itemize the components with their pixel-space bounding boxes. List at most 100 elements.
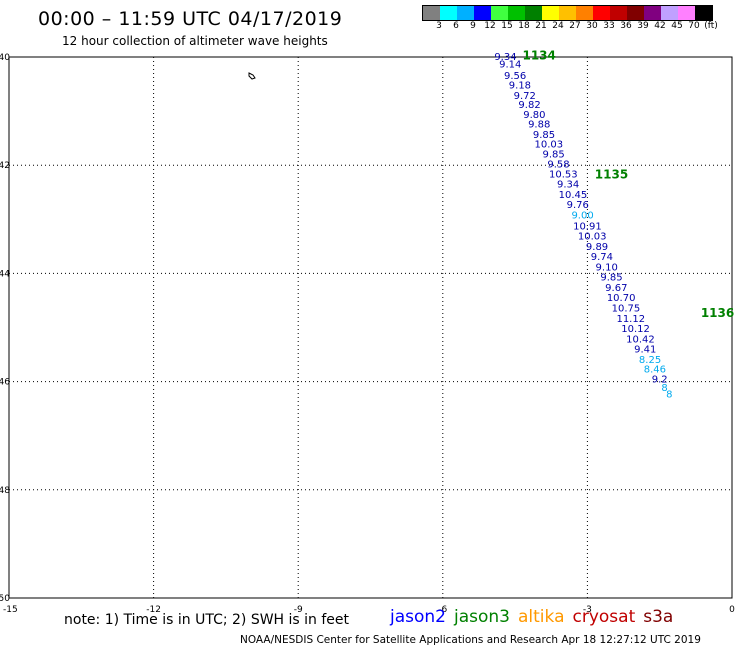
satellite-name: cryosat <box>572 607 636 627</box>
wave-height-value: 10.75 <box>612 303 641 314</box>
wave-height-value: 10.03 <box>578 232 607 243</box>
wave-height-value: 9.82 <box>518 100 540 111</box>
satellite-legend: jason2 jason3 altika cryosat s3a <box>390 607 681 627</box>
legend-label: 21 <box>535 21 547 31</box>
color-legend-labels: 3 6 9 12 15 18 21 24 27 30 33 36 39 42 45 70 (ft) <box>422 21 740 33</box>
wave-height-value: 9.89 <box>586 242 608 253</box>
legend-swatch <box>440 6 457 20</box>
wave-height-value: 8 <box>666 390 672 401</box>
pass-number-label: 1134 <box>522 48 555 62</box>
legend-label: 3 <box>436 21 442 31</box>
wave-height-value: 11.12 <box>616 314 645 325</box>
lat-tick-label: -46 <box>0 378 10 388</box>
lat-tick-label: -40 <box>0 53 10 63</box>
island-outline <box>248 72 256 80</box>
legend-swatch <box>627 6 644 20</box>
credit-line: NOAA/NESDIS Center for Satellite Applica… <box>240 634 701 646</box>
lon-tick-label: -12 <box>146 605 161 615</box>
legend-swatch <box>423 6 440 20</box>
lat-tick-label: -44 <box>0 269 10 279</box>
wave-height-value: 9.34 <box>494 52 516 63</box>
legend-label: 9 <box>470 21 476 31</box>
wave-height-value: 8.46 <box>644 365 666 376</box>
satellite-name: jason3 <box>454 607 510 627</box>
legend-label: 33 <box>603 21 615 31</box>
legend-label: 27 <box>569 21 581 31</box>
units-note: note: 1) Time is in UTC; 2) SWH is in fe… <box>64 612 350 628</box>
wave-height-value: 9.80 <box>523 110 545 121</box>
map-subtitle: 12 hour collection of altimeter wave hei… <box>62 34 328 48</box>
legend-label: 30 <box>586 21 598 31</box>
wave-height-value: 10.12 <box>621 324 650 335</box>
legend-label: 24 <box>552 21 564 31</box>
legend-label: (ft) <box>704 21 718 31</box>
lat-tick-label: -50 <box>0 594 10 604</box>
legend-swatch <box>542 6 559 20</box>
legend-swatch <box>559 6 576 20</box>
legend-label: 45 <box>671 21 683 31</box>
wave-height-value: 8 <box>661 383 667 394</box>
wave-height-value: 9.10 <box>596 262 618 273</box>
legend-label: 15 <box>501 21 513 31</box>
legend-swatch <box>661 6 678 20</box>
legend-swatch <box>457 6 474 20</box>
wave-height-value: 9.74 <box>591 252 613 263</box>
wave-height-value: 9.67 <box>605 283 627 294</box>
satellite-name: s3a <box>643 607 674 627</box>
map-title: 00:00 – 11:59 UTC 04/17/2019 <box>38 8 343 30</box>
lon-tick-label: -6 <box>438 605 447 615</box>
island-shape <box>248 72 256 80</box>
wave-height-value: 9.14 <box>499 59 521 70</box>
legend-swatch <box>508 6 525 20</box>
lon-tick-label: -3 <box>583 605 592 615</box>
wave-height-value: 9.76 <box>567 200 589 211</box>
legend-label: 6 <box>453 21 459 31</box>
legend-label: 18 <box>518 21 530 31</box>
legend-swatch <box>644 6 661 20</box>
wave-height-value: 8.25 <box>639 355 661 366</box>
legend-swatch <box>525 6 542 20</box>
legend-swatch <box>695 6 712 20</box>
lat-lon-grid <box>8 56 733 599</box>
wave-height-value: 9.85 <box>533 130 555 141</box>
pass-number-label: 1135 <box>595 167 628 181</box>
legend-swatch <box>474 6 491 20</box>
lon-tick-label: -15 <box>3 605 18 615</box>
axis-tick-labels: -15 -12 -9 -6 -3 0 -40 -42 -44 -46 -48 -50 <box>0 53 735 615</box>
lat-tick-label: -48 <box>0 486 10 496</box>
legend-label: 70 <box>688 21 700 31</box>
pass-number-label: 1136 <box>701 306 734 320</box>
wave-height-value: 10.03 <box>535 140 564 151</box>
lon-tick-label: -9 <box>294 605 303 615</box>
lat-tick-label: -42 <box>0 161 10 171</box>
legend-swatch <box>491 6 508 20</box>
wave-height-value: 9.34 <box>557 180 579 191</box>
wave-height-value: 10.53 <box>549 169 578 180</box>
legend-label: 39 <box>637 21 649 31</box>
lon-tick-label: 0 <box>729 605 735 615</box>
wave-height-value: 9.85 <box>543 149 565 160</box>
legend-swatch <box>678 6 695 20</box>
wave-height-value: 10.91 <box>573 221 602 232</box>
wave-height-value: 9.00 <box>571 210 593 221</box>
color-legend <box>422 5 713 21</box>
wave-height-value: 10.70 <box>607 293 636 304</box>
map-frame <box>8 56 733 599</box>
satellite-name: jason2 <box>390 607 446 627</box>
wave-height-labels: 9.349.149.569.189.729.829.809.889.8510.0… <box>494 52 672 401</box>
wave-height-value: 9.72 <box>514 91 536 102</box>
pass-labels: 1134 1135 1136 <box>522 48 734 320</box>
legend-swatch <box>593 6 610 20</box>
wave-height-value: 9.85 <box>600 273 622 284</box>
legend-swatch <box>610 6 627 20</box>
wave-height-value: 9.88 <box>528 120 550 131</box>
wave-height-value: 9.56 <box>504 71 526 82</box>
legend-label: 36 <box>620 21 632 31</box>
wave-height-value: 9.18 <box>509 81 531 92</box>
legend-label: 12 <box>484 21 496 31</box>
wave-height-value: 9.58 <box>547 160 569 171</box>
wave-height-value: 9.41 <box>634 345 656 356</box>
satellite-name: altika <box>518 607 565 627</box>
wave-height-value: 10.45 <box>559 190 588 201</box>
